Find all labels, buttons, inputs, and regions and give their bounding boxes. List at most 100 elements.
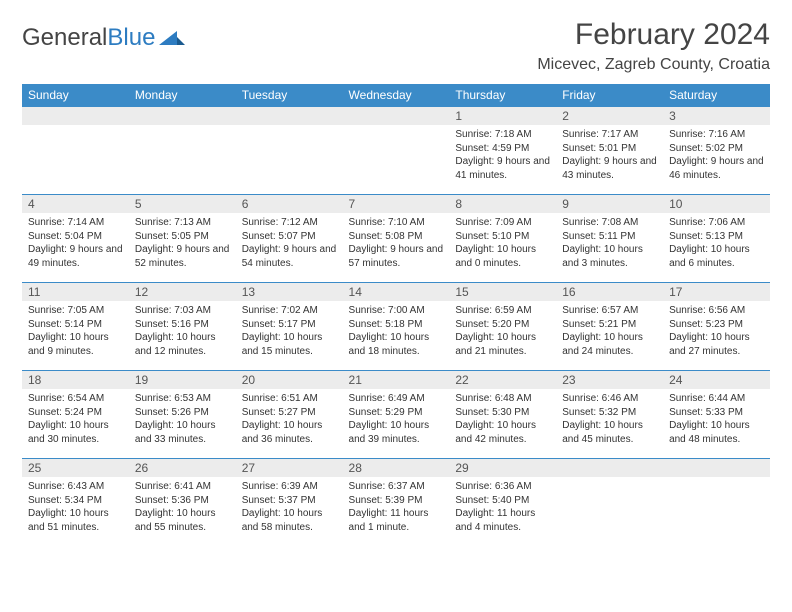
day-number: 24 [663,371,770,389]
month-title: February 2024 [537,18,770,52]
calendar-day-cell: 29Sunrise: 6:36 AMSunset: 5:40 PMDayligh… [449,459,556,547]
calendar-day-cell: 9Sunrise: 7:08 AMSunset: 5:11 PMDaylight… [556,195,663,283]
day-number: 7 [343,195,450,213]
day-number-bar [22,107,129,125]
calendar-day-cell: 5Sunrise: 7:13 AMSunset: 5:05 PMDaylight… [129,195,236,283]
day-data: Sunrise: 6:54 AMSunset: 5:24 PMDaylight:… [22,389,129,448]
day-number: 8 [449,195,556,213]
calendar-day-cell [556,459,663,547]
calendar-week-row: 18Sunrise: 6:54 AMSunset: 5:24 PMDayligh… [22,371,770,459]
calendar-week-row: 11Sunrise: 7:05 AMSunset: 5:14 PMDayligh… [22,283,770,371]
day-data: Sunrise: 7:17 AMSunset: 5:01 PMDaylight:… [556,125,663,184]
day-data: Sunrise: 7:13 AMSunset: 5:05 PMDaylight:… [129,213,236,272]
day-data: Sunrise: 6:41 AMSunset: 5:36 PMDaylight:… [129,477,236,536]
weekday-header: Tuesday [236,84,343,107]
calendar-day-cell [236,107,343,195]
calendar-day-cell: 14Sunrise: 7:00 AMSunset: 5:18 PMDayligh… [343,283,450,371]
weekday-header: Friday [556,84,663,107]
calendar-day-cell: 7Sunrise: 7:10 AMSunset: 5:08 PMDaylight… [343,195,450,283]
calendar-day-cell [343,107,450,195]
calendar-day-cell: 6Sunrise: 7:12 AMSunset: 5:07 PMDaylight… [236,195,343,283]
day-number: 25 [22,459,129,477]
calendar-day-cell: 20Sunrise: 6:51 AMSunset: 5:27 PMDayligh… [236,371,343,459]
day-number: 23 [556,371,663,389]
day-data: Sunrise: 7:02 AMSunset: 5:17 PMDaylight:… [236,301,343,360]
location: Micevec, Zagreb County, Croatia [537,56,770,74]
day-number: 15 [449,283,556,301]
triangle-icon [159,24,185,52]
day-number: 26 [129,459,236,477]
calendar-day-cell: 16Sunrise: 6:57 AMSunset: 5:21 PMDayligh… [556,283,663,371]
day-number: 10 [663,195,770,213]
calendar-day-cell: 12Sunrise: 7:03 AMSunset: 5:16 PMDayligh… [129,283,236,371]
day-data: Sunrise: 6:37 AMSunset: 5:39 PMDaylight:… [343,477,450,536]
day-data: Sunrise: 6:43 AMSunset: 5:34 PMDaylight:… [22,477,129,536]
day-number: 22 [449,371,556,389]
calendar-day-cell [663,459,770,547]
day-data: Sunrise: 7:10 AMSunset: 5:08 PMDaylight:… [343,213,450,272]
title-block: February 2024 Micevec, Zagreb County, Cr… [537,18,770,74]
day-number: 27 [236,459,343,477]
day-number: 11 [22,283,129,301]
calendar-day-cell: 15Sunrise: 6:59 AMSunset: 5:20 PMDayligh… [449,283,556,371]
day-data: Sunrise: 6:53 AMSunset: 5:26 PMDaylight:… [129,389,236,448]
weekday-header: Monday [129,84,236,107]
calendar-day-cell: 26Sunrise: 6:41 AMSunset: 5:36 PMDayligh… [129,459,236,547]
weekday-header: Saturday [663,84,770,107]
day-data: Sunrise: 7:14 AMSunset: 5:04 PMDaylight:… [22,213,129,272]
calendar-day-cell: 18Sunrise: 6:54 AMSunset: 5:24 PMDayligh… [22,371,129,459]
day-data: Sunrise: 6:36 AMSunset: 5:40 PMDaylight:… [449,477,556,536]
logo-text-blue: Blue [107,24,155,52]
calendar-day-cell: 25Sunrise: 6:43 AMSunset: 5:34 PMDayligh… [22,459,129,547]
day-number: 13 [236,283,343,301]
calendar-week-row: 4Sunrise: 7:14 AMSunset: 5:04 PMDaylight… [22,195,770,283]
day-data: Sunrise: 6:39 AMSunset: 5:37 PMDaylight:… [236,477,343,536]
calendar-day-cell [22,107,129,195]
day-number-bar [343,107,450,125]
day-number: 29 [449,459,556,477]
day-number-bar [663,459,770,477]
day-number: 20 [236,371,343,389]
day-data: Sunrise: 7:18 AMSunset: 4:59 PMDaylight:… [449,125,556,184]
day-data: Sunrise: 6:57 AMSunset: 5:21 PMDaylight:… [556,301,663,360]
day-data: Sunrise: 7:16 AMSunset: 5:02 PMDaylight:… [663,125,770,184]
day-number: 1 [449,107,556,125]
calendar-day-cell: 22Sunrise: 6:48 AMSunset: 5:30 PMDayligh… [449,371,556,459]
calendar-day-cell: 21Sunrise: 6:49 AMSunset: 5:29 PMDayligh… [343,371,450,459]
calendar-week-row: 25Sunrise: 6:43 AMSunset: 5:34 PMDayligh… [22,459,770,547]
calendar-day-cell: 4Sunrise: 7:14 AMSunset: 5:04 PMDaylight… [22,195,129,283]
day-number: 12 [129,283,236,301]
day-number: 6 [236,195,343,213]
day-number: 28 [343,459,450,477]
day-number-bar [129,107,236,125]
calendar-day-cell: 11Sunrise: 7:05 AMSunset: 5:14 PMDayligh… [22,283,129,371]
calendar-day-cell: 13Sunrise: 7:02 AMSunset: 5:17 PMDayligh… [236,283,343,371]
logo-text-general: General [22,24,107,52]
day-number: 18 [22,371,129,389]
calendar-day-cell: 28Sunrise: 6:37 AMSunset: 5:39 PMDayligh… [343,459,450,547]
calendar-day-cell: 19Sunrise: 6:53 AMSunset: 5:26 PMDayligh… [129,371,236,459]
calendar-week-row: 1Sunrise: 7:18 AMSunset: 4:59 PMDaylight… [22,107,770,195]
calendar-day-cell: 27Sunrise: 6:39 AMSunset: 5:37 PMDayligh… [236,459,343,547]
day-data: Sunrise: 7:12 AMSunset: 5:07 PMDaylight:… [236,213,343,272]
weekday-header: Thursday [449,84,556,107]
header: GeneralBlue February 2024 Micevec, Zagre… [22,18,770,74]
calendar-day-cell: 17Sunrise: 6:56 AMSunset: 5:23 PMDayligh… [663,283,770,371]
day-data: Sunrise: 6:46 AMSunset: 5:32 PMDaylight:… [556,389,663,448]
day-number: 16 [556,283,663,301]
weekday-header: Sunday [22,84,129,107]
day-number: 14 [343,283,450,301]
day-data: Sunrise: 6:51 AMSunset: 5:27 PMDaylight:… [236,389,343,448]
day-number: 17 [663,283,770,301]
calendar-day-cell: 10Sunrise: 7:06 AMSunset: 5:13 PMDayligh… [663,195,770,283]
day-number-bar [556,459,663,477]
calendar-day-cell [129,107,236,195]
day-data: Sunrise: 6:56 AMSunset: 5:23 PMDaylight:… [663,301,770,360]
logo: GeneralBlue [22,24,185,52]
day-number: 5 [129,195,236,213]
day-number: 19 [129,371,236,389]
day-data: Sunrise: 7:03 AMSunset: 5:16 PMDaylight:… [129,301,236,360]
calendar-header-row: SundayMondayTuesdayWednesdayThursdayFrid… [22,84,770,107]
day-data: Sunrise: 7:00 AMSunset: 5:18 PMDaylight:… [343,301,450,360]
weekday-header: Wednesday [343,84,450,107]
